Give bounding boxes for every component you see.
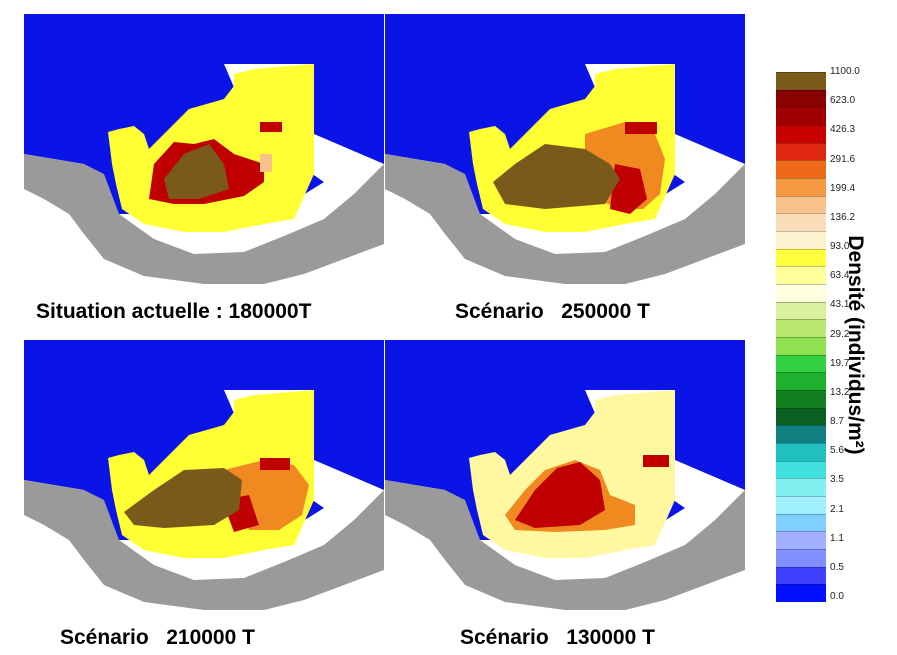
legend-tick-label: 199.4	[830, 182, 856, 194]
legend-swatch	[776, 231, 826, 250]
legend-tick-label: 1.1	[830, 532, 844, 544]
legend-tick-label: 19.7	[830, 357, 850, 369]
legend-swatch	[776, 266, 826, 285]
legend-swatch	[776, 496, 826, 515]
density-map	[385, 14, 745, 294]
map-panel-210000	[24, 340, 384, 620]
map-caption-210000: Scénario 210000 T	[60, 626, 255, 649]
legend-tick-label: 623.0	[830, 95, 856, 107]
legend-swatch	[776, 425, 826, 444]
legend-tick-label: 29.2	[830, 328, 850, 340]
legend-swatch	[776, 160, 826, 179]
legend-swatch	[776, 301, 826, 320]
legend-tick-label: 1100.0	[830, 66, 860, 77]
legend-tick-label: 93.0	[830, 241, 850, 252]
map-caption-250000: Scénario 250000 T	[455, 300, 650, 323]
legend-swatch	[776, 248, 826, 267]
map-caption-130000: Scénario 130000 T	[460, 626, 655, 649]
legend-swatch	[776, 319, 826, 338]
legend-swatch	[776, 195, 826, 214]
legend-tick-label: 291.6	[830, 153, 856, 165]
legend-swatch	[776, 584, 826, 603]
legend-swatch	[776, 549, 826, 568]
legend-title: Densité (individus/m²)	[844, 235, 867, 455]
legend-tick-label: 2.1	[830, 503, 844, 515]
legend-swatch	[776, 284, 826, 303]
color-scale-legend	[776, 72, 826, 603]
legend-swatch	[776, 460, 826, 479]
legend-tick-label: 13.2	[830, 386, 850, 398]
density-map	[24, 14, 384, 294]
density-map	[24, 340, 384, 620]
legend-swatch	[776, 443, 826, 462]
legend-swatch	[776, 407, 826, 426]
legend-swatch	[776, 372, 826, 391]
legend-tick-label: 3.5	[830, 474, 844, 486]
density-map	[385, 340, 745, 620]
map-panel-current	[24, 14, 384, 294]
legend-tick-label: 63.4	[830, 270, 850, 282]
legend-swatch	[776, 107, 826, 126]
legend-tick-label: 136.2	[830, 211, 856, 223]
legend-swatch	[776, 390, 826, 409]
map-panel-130000	[385, 340, 745, 620]
legend-swatch	[776, 72, 826, 91]
legend-tick-label: 43.1	[830, 299, 850, 311]
legend-swatch	[776, 354, 826, 373]
legend-tick-label: 0.0	[830, 591, 844, 602]
map-panel-250000	[385, 14, 745, 294]
legend-swatch	[776, 478, 826, 497]
legend-tick-label: 0.5	[830, 561, 844, 573]
legend-swatch	[776, 531, 826, 550]
legend-swatch	[776, 178, 826, 197]
legend-tick-label: 426.3	[830, 124, 856, 136]
legend-swatch	[776, 213, 826, 232]
legend-swatch	[776, 125, 826, 144]
legend-swatch	[776, 89, 826, 108]
legend-swatch	[776, 513, 826, 532]
legend-swatch	[776, 566, 826, 585]
legend-swatch	[776, 142, 826, 161]
legend-swatch	[776, 337, 826, 356]
legend-tick-label: 5.6	[830, 445, 844, 457]
legend-tick-label: 8.7	[830, 416, 844, 427]
map-caption-current: Situation actuelle : 180000T	[36, 300, 312, 323]
